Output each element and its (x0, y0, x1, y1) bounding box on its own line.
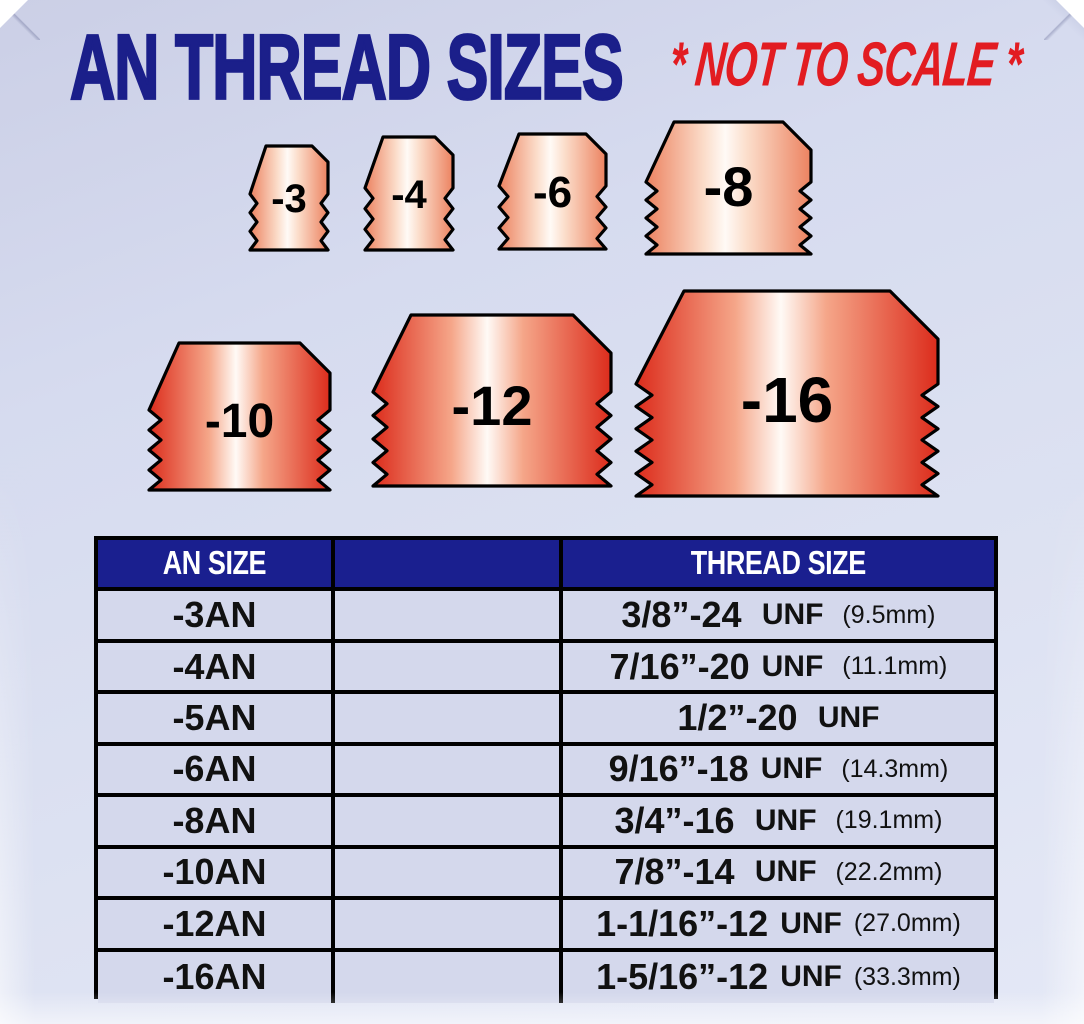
svg-text:-4: -4 (391, 173, 427, 217)
svg-text:-8: -8 (704, 155, 754, 218)
svg-text:-10: -10 (205, 395, 274, 448)
svg-text:-6: -6 (533, 168, 572, 217)
svg-text:-12: -12 (452, 374, 533, 437)
svg-text:-16: -16 (741, 364, 834, 436)
svg-text:-3: -3 (271, 177, 307, 221)
